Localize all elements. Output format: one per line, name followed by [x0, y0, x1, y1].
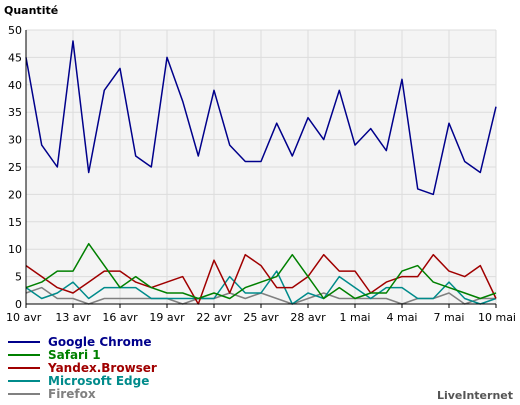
- y-tick-label: 50: [8, 24, 22, 37]
- grid-lines: [25, 29, 497, 305]
- legend-label: Yandex.Browser: [47, 361, 157, 375]
- y-tick-label: 30: [8, 134, 22, 147]
- x-tick-label: 10 avr: [6, 311, 42, 324]
- x-tick-label: 4 mai: [386, 311, 417, 324]
- x-tick-label: 28 avr: [290, 311, 326, 324]
- y-tick-label: 35: [8, 106, 22, 119]
- brand-label: LiveInternet: [437, 389, 513, 402]
- y-tick-label: 10: [8, 243, 22, 256]
- legend-label: Google Chrome: [48, 335, 152, 349]
- x-tick-label: 25 avr: [243, 311, 279, 324]
- y-tick-label: 20: [8, 188, 22, 201]
- x-tick-label: 19 avr: [149, 311, 185, 324]
- y-tick-label: 0: [15, 298, 22, 311]
- tick-labels: 0 5 10 15 20 25 30 35 40 45 50 10 avr 13 avr 16 avr 19…: [6, 24, 516, 324]
- x-tick-label: 13 avr: [55, 311, 91, 324]
- y-tick-label: 40: [8, 79, 22, 92]
- series-line-microsoft-edge: [25, 270, 497, 305]
- legend-label: Safari 1: [48, 348, 101, 362]
- y-tick-label: 45: [8, 51, 22, 64]
- x-tick-label: 7 mai: [433, 311, 464, 324]
- x-tick-label: 1 mai: [339, 311, 370, 324]
- y-tick-label: 25: [8, 161, 22, 174]
- chart-title: Quantité: [4, 4, 58, 17]
- legend-label: Firefox: [48, 387, 96, 401]
- x-tick-label: 10 mai: [478, 311, 516, 324]
- y-tick-label: 15: [8, 216, 22, 229]
- axes: [25, 30, 497, 308]
- x-tick-label: 16 avr: [102, 311, 138, 324]
- legend-label: Microsoft Edge: [48, 374, 149, 388]
- series-line-yandex-browser: [25, 253, 497, 305]
- y-tick-label: 5: [15, 271, 22, 284]
- series-line-google-chrome: [25, 40, 497, 196]
- series-lines: [25, 40, 497, 305]
- series-line-safari-1: [25, 242, 497, 300]
- x-tick-label: 22 avr: [196, 311, 232, 324]
